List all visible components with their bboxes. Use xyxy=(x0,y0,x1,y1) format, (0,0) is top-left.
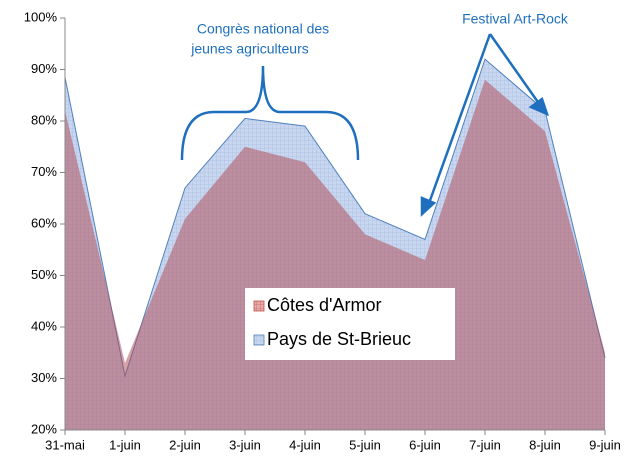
x-tick-label: 2-juin xyxy=(169,437,201,452)
legend-swatch xyxy=(253,334,265,346)
x-tick-label: 6-juin xyxy=(409,437,441,452)
x-tick-label: 7-juin xyxy=(469,437,501,452)
legend-swatch xyxy=(253,300,265,312)
legend-box xyxy=(245,288,455,360)
x-tick-label: 5-juin xyxy=(349,437,381,452)
x-tick-label: 9-juin xyxy=(589,437,621,452)
area xyxy=(65,79,605,431)
y-tick-label: 20% xyxy=(31,421,57,436)
y-tick-label: 90% xyxy=(31,61,57,76)
annotation: Festival Art-Rock xyxy=(462,11,569,27)
x-tick-label: 31-mai xyxy=(45,437,85,452)
line xyxy=(64,58,606,378)
legend-label: Côtes d'Armor xyxy=(267,295,381,315)
x-tick-label: 1-juin xyxy=(109,437,141,452)
x-tick-label: 3-juin xyxy=(229,437,261,452)
arrows xyxy=(420,33,550,217)
y-tick-label: 100% xyxy=(24,9,58,24)
x-tick-label: 4-juin xyxy=(289,437,321,452)
y-tick-label: 70% xyxy=(31,164,57,179)
y-tick-label: 50% xyxy=(31,267,57,282)
y-tick-label: 30% xyxy=(31,370,57,385)
x-tick-label: 8-juin xyxy=(529,437,561,452)
legend-label: Pays de St-Brieuc xyxy=(267,329,411,349)
annotation: Congrès national des xyxy=(197,21,329,37)
y-tick-label: 60% xyxy=(31,215,57,230)
bracket xyxy=(180,65,360,161)
y-tick-label: 40% xyxy=(31,318,57,333)
y-tick-label: 80% xyxy=(31,112,57,127)
annotation: jeunes agriculteurs xyxy=(190,41,309,57)
